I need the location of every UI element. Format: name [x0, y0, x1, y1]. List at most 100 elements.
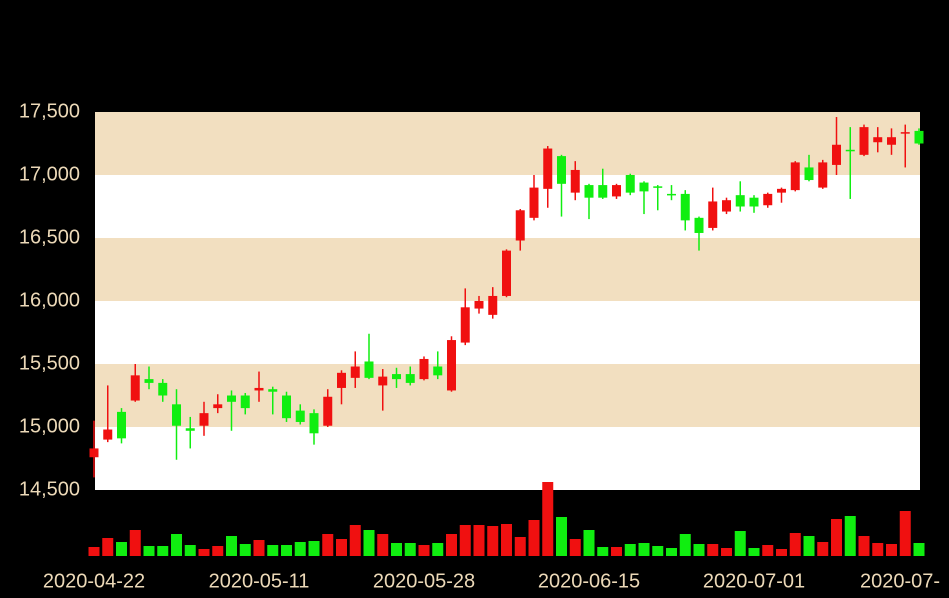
candle-body: [378, 376, 388, 386]
candle-body: [364, 361, 374, 378]
y-tick-label: 16,500: [19, 226, 80, 248]
volume-bar: [487, 526, 499, 556]
volume-bar: [501, 524, 512, 556]
volume-bar: [707, 544, 719, 556]
volume-bar: [514, 537, 526, 556]
volume-bar: [294, 542, 306, 556]
volume-bar: [679, 534, 691, 556]
candle-body: [185, 428, 195, 431]
candle-body: [419, 358, 429, 380]
y-tick-label: 17,000: [19, 163, 80, 185]
volume-bar: [844, 516, 856, 556]
candle-body: [570, 169, 580, 193]
grid-band: [95, 364, 920, 427]
candle-body: [309, 413, 319, 434]
volume-bar: [597, 547, 609, 556]
volume-bar: [143, 546, 155, 556]
candle-body: [117, 411, 126, 439]
candle-body: [584, 185, 594, 198]
candle-body: [89, 448, 99, 458]
x-tick-label: 2020-05-28: [373, 570, 475, 592]
x-tick-label: 2020-04-22: [43, 570, 145, 592]
volume-bar: [129, 530, 141, 556]
volume-bar: [528, 520, 540, 556]
candle-body: [130, 375, 140, 401]
candle-body: [515, 210, 525, 241]
volume-bar: [157, 546, 169, 556]
volume-bar: [721, 548, 732, 556]
volume-bar: [116, 542, 127, 556]
volume-bar: [666, 548, 677, 556]
volume-bar: [556, 517, 567, 556]
volume-bar: [418, 545, 430, 556]
candle-body: [295, 410, 305, 422]
candle-body: [804, 167, 814, 181]
candle-body: [722, 200, 731, 212]
x-tick-label: 2020-06-15: [538, 570, 640, 592]
volume-bar: [88, 547, 100, 556]
volume-bar: [858, 536, 870, 556]
y-tick-label: 14,500: [19, 478, 80, 500]
x-tick-label: 2020-07-01: [703, 570, 805, 592]
volume-bar: [611, 547, 622, 556]
volume-bar: [404, 543, 416, 556]
candle-body: [845, 149, 855, 152]
volume-bar: [281, 545, 292, 556]
candle-body: [749, 197, 759, 207]
volume-bar: [473, 525, 485, 556]
candle-body: [667, 193, 676, 196]
volume-bar: [267, 545, 279, 556]
volume-bar: [102, 538, 114, 556]
volume-bar: [446, 534, 457, 556]
volume-bar: [789, 533, 801, 556]
y-tick-label: 17,500: [19, 100, 80, 122]
candle-body: [240, 395, 250, 409]
volume-bar: [432, 543, 444, 556]
candle-body: [680, 193, 690, 221]
candle-body: [502, 250, 511, 296]
candle-body: [818, 162, 828, 188]
candle-body: [460, 307, 470, 343]
candle-body: [859, 127, 869, 155]
volume-bar: [171, 534, 182, 556]
candle-body: [433, 366, 443, 376]
candle-body: [612, 185, 621, 197]
x-tick-label: 2020-07-: [860, 570, 940, 592]
candle-body: [639, 182, 649, 192]
volume-bar: [253, 540, 265, 556]
candle-body: [900, 132, 910, 134]
volume-bar: [693, 544, 705, 556]
volume-bar: [322, 534, 334, 556]
volume-bar: [363, 530, 375, 556]
volume-bar: [817, 542, 829, 556]
candle-body: [103, 429, 113, 440]
volume-bar: [762, 545, 774, 556]
volume-bar: [831, 519, 842, 556]
y-tick-label: 16,000: [19, 289, 80, 311]
volume-bar: [391, 543, 402, 556]
volume-bar: [872, 543, 884, 556]
volume-bar: [308, 541, 320, 556]
volume-bar: [569, 539, 581, 556]
candle-body: [694, 217, 704, 233]
volume-bar: [583, 530, 595, 556]
candle-body: [763, 193, 773, 206]
candle-body: [144, 379, 154, 383]
y-tick-label: 15,500: [19, 352, 80, 374]
candle-body: [268, 389, 278, 392]
volume-bar: [226, 536, 237, 556]
candle-body: [337, 372, 346, 388]
candle-body: [282, 395, 291, 419]
volume-bar: [803, 536, 815, 556]
volume-bar: [899, 511, 911, 556]
candle-body: [172, 404, 181, 426]
volume-bar: [198, 549, 210, 556]
candle-body: [543, 148, 553, 189]
candle-body: [708, 201, 718, 228]
x-tick-label: 2020-05-11: [209, 570, 310, 592]
candle-body: [227, 395, 236, 402]
volume-bar: [336, 539, 347, 556]
candle-body: [873, 137, 883, 143]
candle-body: [488, 295, 498, 315]
